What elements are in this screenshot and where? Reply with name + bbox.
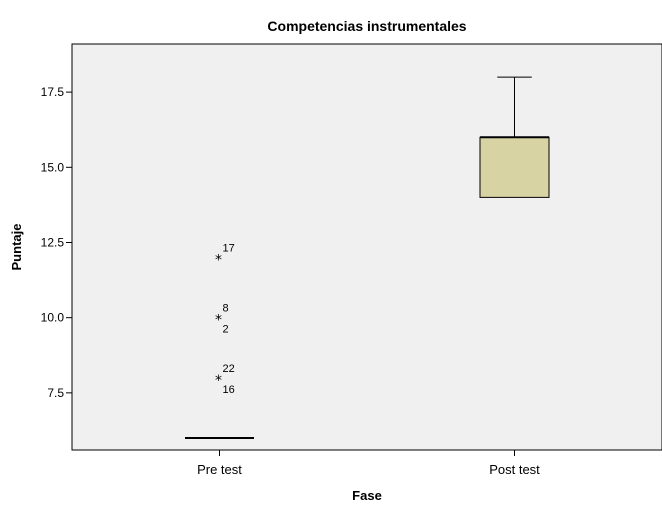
y-tick-label: 17.5 — [41, 85, 65, 99]
chart-title: Competencias instrumentales — [267, 18, 466, 34]
y-tick-label: 10.0 — [41, 311, 65, 325]
outlier-label: 16 — [223, 384, 235, 396]
x-axis-title: Fase — [352, 488, 382, 503]
plot-area — [71, 43, 662, 451]
outlier-point: * — [215, 373, 222, 389]
x-axis: Pre test Post test — [197, 450, 540, 477]
box — [479, 136, 550, 198]
x-tick-label: Pre test — [197, 462, 242, 477]
y-tick-label: 7.5 — [47, 386, 64, 400]
y-axis: 7.5 10.0 12.5 15.0 17.5 — [41, 85, 72, 400]
y-tick-label: 12.5 — [41, 235, 65, 249]
outlier-label: 2 — [223, 324, 229, 336]
outlier-label: 8 — [223, 303, 229, 315]
x-tick-label: Post test — [489, 462, 540, 477]
y-tick-label: 15.0 — [41, 160, 65, 174]
box-group — [479, 76, 550, 198]
outlier-label: 22 — [223, 363, 235, 375]
outlier-label: 17 — [223, 243, 235, 255]
outlier-point: * — [215, 253, 222, 269]
outlier-point: * — [215, 313, 222, 329]
y-axis-title: Puntaje — [9, 224, 24, 271]
